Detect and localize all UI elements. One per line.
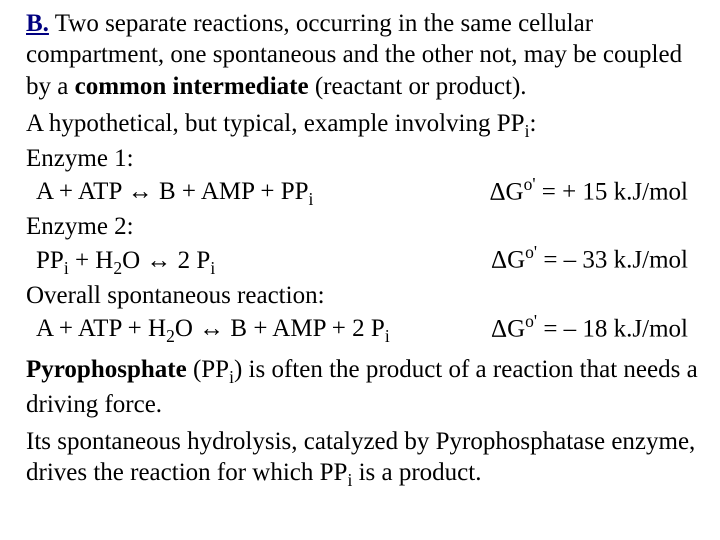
hypothetical-line: A hypothetical, but typical, example inv…	[26, 108, 698, 143]
delta-3: Δ	[491, 315, 507, 342]
v2: = – 33 k.J/mol	[537, 247, 688, 274]
r2-sub3: i	[210, 258, 215, 278]
example-block: A hypothetical, but typical, example inv…	[26, 108, 698, 348]
delta-2: Δ	[491, 247, 507, 274]
g3: G	[507, 315, 525, 342]
text-page: B. Two separate reactions, occurring in …	[0, 0, 720, 492]
r3a: A + ATP + H	[36, 315, 166, 342]
intro-paragraph: B. Two separate reactions, occurring in …	[26, 8, 698, 102]
reaction-1: A + ATP ↔ B + AMP + PPi ΔGo' = + 15 k.J/…	[26, 174, 698, 211]
arrow-icon-2: ↔	[146, 246, 171, 274]
enzyme1-label: Enzyme 1:	[26, 143, 698, 174]
reaction-3: A + ATP + H2O ↔ B + AMP + 2 Pi ΔGo' = – …	[26, 311, 698, 348]
op3: o'	[525, 311, 537, 331]
r2d: 2 P	[171, 247, 210, 274]
reaction-1-dg: ΔGo' = + 15 k.J/mol	[489, 174, 698, 208]
reaction-2-dg: ΔGo' = – 33 k.J/mol	[491, 242, 698, 276]
r3c: B + AMP + 2 P	[224, 315, 385, 342]
reaction-1-left: A + ATP ↔ B + AMP + PPi	[26, 176, 313, 211]
intro-text-2: (reactant or product).	[309, 73, 527, 100]
r2b: + H	[69, 247, 114, 274]
r2-sub2: 2	[113, 258, 122, 278]
r3-sub1: 2	[166, 326, 175, 346]
pyrophosphate-paragraph: Pyrophosphate (PPi) is often the product…	[26, 354, 698, 420]
enzyme2-label: Enzyme 2:	[26, 211, 698, 242]
r1-sub: i	[309, 189, 314, 209]
reaction-3-dg: ΔGo' = – 18 k.J/mol	[491, 311, 698, 345]
delta-1: Δ	[489, 178, 505, 205]
r1a: A + ATP	[36, 178, 128, 205]
op1: o'	[524, 174, 536, 194]
r3b: O	[175, 315, 199, 342]
r3-sub2: i	[385, 326, 390, 346]
r2c: O	[122, 247, 146, 274]
reaction-2: PPi + H2O ↔ 2 Pi ΔGo' = – 33 k.J/mol	[26, 242, 698, 279]
g1: G	[506, 178, 524, 205]
arrow-icon: ↔	[128, 177, 153, 205]
v3: = – 18 k.J/mol	[537, 315, 688, 342]
reaction-3-left: A + ATP + H2O ↔ B + AMP + 2 Pi	[26, 313, 390, 348]
pyro-bold: Pyrophosphate	[26, 356, 187, 383]
op2: o'	[525, 242, 537, 262]
r2a: PP	[36, 247, 64, 274]
v1: = + 15 k.J/mol	[535, 178, 688, 205]
intro-bold: common intermediate	[75, 73, 309, 100]
r1b: B + AMP + PP	[153, 178, 309, 205]
hypo-post: :	[529, 110, 536, 137]
last-b: is a product.	[352, 459, 481, 486]
pyro-mid1: (PP	[187, 356, 229, 383]
section-label: B.	[26, 10, 49, 37]
g2: G	[507, 247, 525, 274]
reaction-2-left: PPi + H2O ↔ 2 Pi	[26, 245, 215, 280]
overall-label: Overall spontaneous reaction:	[26, 280, 698, 311]
hypo-pre: A hypothetical, but typical, example inv…	[26, 110, 525, 137]
final-paragraph: Its spontaneous hydrolysis, catalyzed by…	[26, 426, 698, 492]
arrow-icon-3: ↔	[199, 314, 224, 342]
